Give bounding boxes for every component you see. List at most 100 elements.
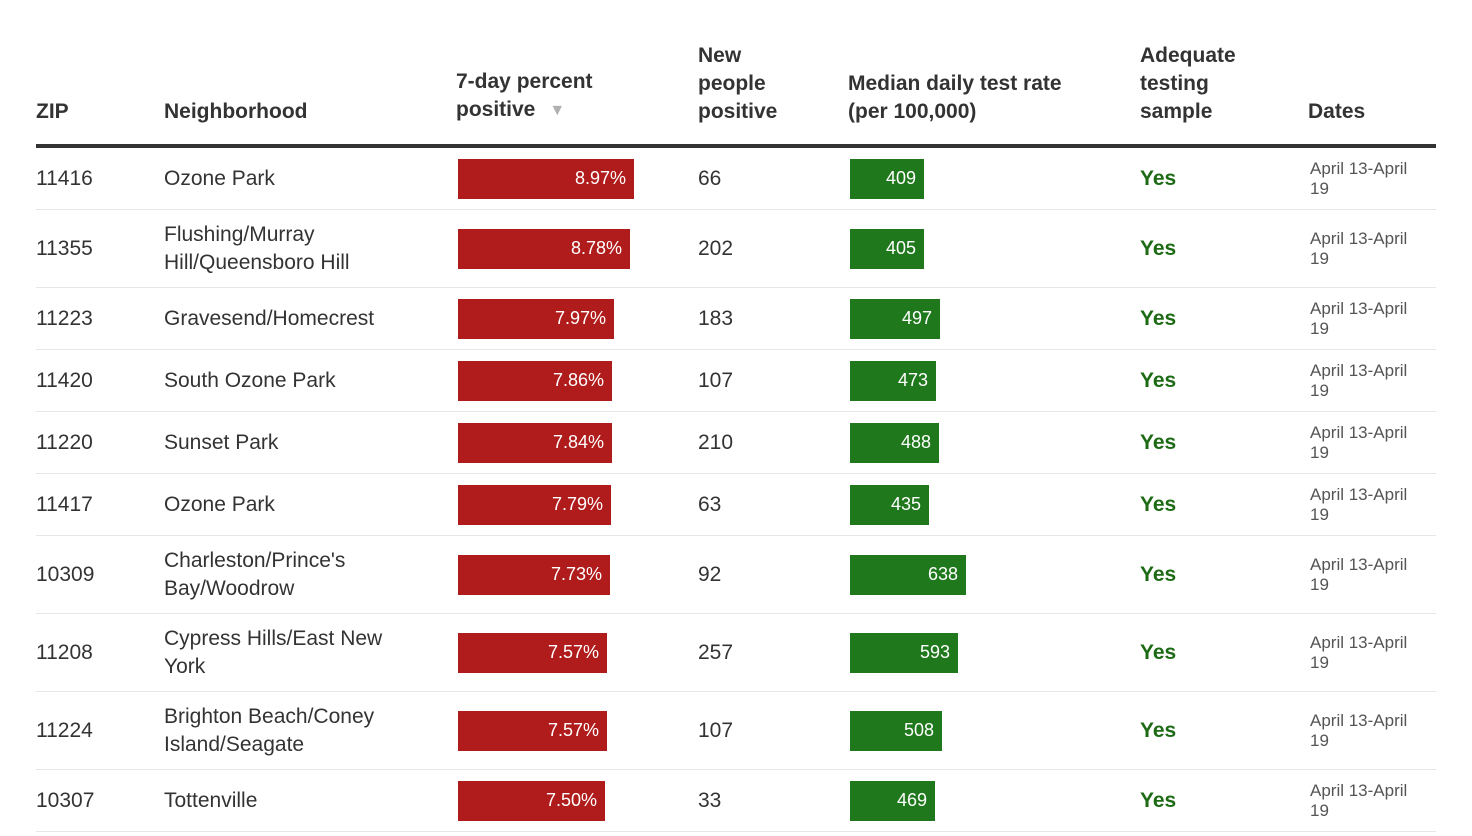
percent-positive-bar: 7.57% <box>458 710 607 751</box>
table-row[interactable]: 11220 Sunset Park 7.84% 210 488 Yes April 13-A… <box>36 412 1436 474</box>
new-positive-cell: 183 <box>698 288 733 349</box>
test-rate-bar: 409 <box>850 158 924 199</box>
test-rate-label: 508 <box>903 720 934 740</box>
dates-value: April 13-April 19 <box>1310 710 1408 750</box>
test-rate-label: 473 <box>897 370 928 390</box>
adequate-value: Yes <box>1140 492 1177 516</box>
dates-value: April 13-April 19 <box>1310 298 1408 338</box>
percent-positive-bar: 7.97% <box>458 298 614 339</box>
adequate-cell: Yes <box>1140 692 1176 769</box>
neighborhood-cell: Sunset Park <box>164 412 414 473</box>
header-zip-label: ZIP <box>36 100 69 123</box>
new-positive-cell: 257 <box>698 614 733 691</box>
zip-value: 11208 <box>36 640 93 664</box>
test-rate-bar: 508 <box>850 710 942 751</box>
new-positive-value: 257 <box>698 640 734 664</box>
percent-positive-label: 8.78% <box>570 238 622 258</box>
dates-cell: April 13-April 19 <box>1310 288 1430 349</box>
adequate-cell: Yes <box>1140 350 1176 411</box>
table-row[interactable]: 10309 Charleston/Prince's Bay/Woodrow 7.73… <box>36 536 1436 614</box>
dates-cell: April 13-April 19 <box>1310 536 1430 613</box>
table-row[interactable]: 11416 Ozone Park 8.97% 66 409 Yes April 13-Apr… <box>36 148 1436 210</box>
test-rate-bar: 488 <box>850 422 939 463</box>
header-test-rate[interactable]: Median daily test rate (per 100,000) <box>848 70 1062 126</box>
table-row[interactable]: 11417 Ozone Park 7.79% 63 435 Yes April 13-Apr… <box>36 474 1436 536</box>
percent-positive-label: 7.73% <box>550 564 602 584</box>
neighborhood-value: Gravesend/Homecrest <box>164 306 375 330</box>
neighborhood-cell: Ozone Park <box>164 148 414 209</box>
zip-cell: 11224 <box>36 692 93 769</box>
adequate-value: Yes <box>1140 236 1177 260</box>
header-percent-positive[interactable]: 7-day percent positive ▼ <box>456 68 593 126</box>
dates-cell: April 13-April 19 <box>1310 692 1430 769</box>
test-rate-label: 593 <box>919 642 950 662</box>
neighborhood-cell: Tottenville <box>164 770 414 831</box>
test-rate-label: 435 <box>890 494 921 514</box>
adequate-value: Yes <box>1140 640 1177 664</box>
zip-cell: 11417 <box>36 474 93 535</box>
zip-cell: 10307 <box>36 770 94 831</box>
header-dates-label: Dates <box>1308 100 1366 123</box>
header-zip[interactable]: ZIP <box>36 98 69 126</box>
new-positive-value: 107 <box>698 718 734 742</box>
table-row[interactable]: 11420 South Ozone Park 7.86% 107 473 Yes April… <box>36 350 1436 412</box>
percent-positive-label: 7.50% <box>545 790 597 810</box>
table-row[interactable]: 11224 Brighton Beach/Coney Island/Seagate… <box>36 692 1436 770</box>
zip-cell: 11416 <box>36 148 93 209</box>
dates-value: April 13-April 19 <box>1310 484 1408 524</box>
adequate-value: Yes <box>1140 788 1177 812</box>
zip-value: 11417 <box>36 492 93 516</box>
new-positive-cell: 107 <box>698 692 733 769</box>
adequate-cell: Yes <box>1140 474 1176 535</box>
table-row[interactable]: 11223 Gravesend/Homecrest 7.97% 183 497 Yes Ap… <box>36 288 1436 350</box>
dates-value: April 13-April 19 <box>1310 780 1408 820</box>
neighborhood-value: Brighton Beach/Coney Island/Seagate <box>164 704 375 756</box>
neighborhood-cell: Cypress Hills/East New York <box>164 614 414 691</box>
header-test-rate-line2: (per 100,000) <box>848 100 977 123</box>
dates-value: April 13-April 19 <box>1310 158 1408 198</box>
zip-cell: 11208 <box>36 614 93 691</box>
table-body: 11416 Ozone Park 8.97% 66 409 Yes April 13-Apr… <box>36 148 1436 832</box>
test-rate-label: 488 <box>900 432 931 452</box>
neighborhood-cell: Charleston/Prince's Bay/Woodrow <box>164 536 414 613</box>
header-neighborhood[interactable]: Neighborhood <box>164 98 307 126</box>
percent-positive-bar: 7.84% <box>458 422 612 463</box>
new-positive-value: 210 <box>698 430 734 454</box>
sort-descending-icon[interactable]: ▼ <box>549 102 566 119</box>
header-adequate[interactable]: Adequate testing sample <box>1140 42 1236 126</box>
zip-cell: 11355 <box>36 210 93 287</box>
neighborhood-value: Charleston/Prince's Bay/Woodrow <box>164 548 346 600</box>
new-positive-value: 92 <box>698 562 722 586</box>
table-header: ZIP Neighborhood 7-day percent positive ▼… <box>36 0 1436 148</box>
zip-value: 11420 <box>36 368 93 392</box>
zip-value: 10309 <box>36 562 95 586</box>
percent-positive-bar: 7.57% <box>458 632 607 673</box>
table-row[interactable]: 11355 Flushing/Murray Hill/Queensboro Hil… <box>36 210 1436 288</box>
new-positive-cell: 210 <box>698 412 733 473</box>
adequate-cell: Yes <box>1140 614 1176 691</box>
zip-value: 11416 <box>36 166 93 190</box>
new-positive-value: 33 <box>698 788 722 812</box>
test-rate-label: 405 <box>885 238 916 258</box>
percent-positive-label: 7.57% <box>547 720 599 740</box>
zip-cell: 11220 <box>36 412 93 473</box>
table-row[interactable]: 11208 Cypress Hills/East New York 7.57% 257… <box>36 614 1436 692</box>
header-new-positive[interactable]: New people positive <box>698 42 777 126</box>
dates-value: April 13-April 19 <box>1310 554 1408 594</box>
header-dates[interactable]: Dates <box>1308 98 1365 126</box>
dates-value: April 13-April 19 <box>1310 360 1408 400</box>
adequate-value: Yes <box>1140 718 1177 742</box>
new-positive-cell: 63 <box>698 474 721 535</box>
new-positive-value: 183 <box>698 306 734 330</box>
adequate-value: Yes <box>1140 368 1177 392</box>
new-positive-value: 66 <box>698 166 722 190</box>
header-test-rate-line1: Median daily test rate <box>848 72 1062 95</box>
header-percent-positive-line1: 7-day percent <box>456 70 593 93</box>
percent-positive-bar: 7.50% <box>458 780 605 821</box>
dates-cell: April 13-April 19 <box>1310 412 1430 473</box>
table-row[interactable]: 10307 Tottenville 7.50% 33 469 Yes April 13-Ap… <box>36 770 1436 832</box>
neighborhood-value: Ozone Park <box>164 166 275 190</box>
percent-positive-label: 7.84% <box>552 432 604 452</box>
zip-value: 11223 <box>36 306 93 330</box>
header-new-positive-line3: positive <box>698 100 778 123</box>
